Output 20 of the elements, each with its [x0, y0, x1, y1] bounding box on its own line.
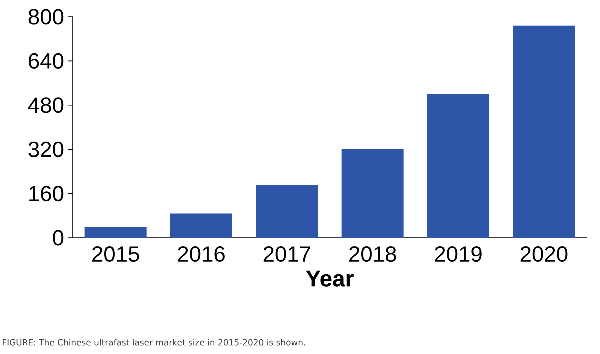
y-tick-label: 0 — [53, 230, 64, 246]
bar — [170, 214, 233, 238]
text: FIGURE: The Chinese ultrafast laser market size in 2015-2020 is shown. — [3, 339, 306, 346]
y-tick-label: 640 — [29, 53, 64, 69]
bar — [428, 94, 490, 238]
y-tick-label: 480 — [28, 98, 64, 114]
x-axis-title: Year — [306, 270, 354, 287]
bar — [84, 226, 147, 238]
x-tick-label: 2015 — [92, 246, 140, 262]
y-tick-label: 800 — [28, 9, 64, 25]
bar — [342, 149, 404, 238]
x-tick-label: 2018 — [350, 246, 396, 262]
bar — [256, 186, 318, 238]
x-tick-label: 2016 — [178, 246, 225, 262]
x-tick-label: 2020 — [520, 246, 568, 262]
y-tick-label: 160 — [30, 186, 64, 202]
x-tick-label: 2017 — [264, 246, 310, 262]
x-tick-label: 2019 — [435, 246, 482, 262]
y-tick-label: 320 — [28, 142, 64, 158]
bar — [513, 26, 576, 238]
